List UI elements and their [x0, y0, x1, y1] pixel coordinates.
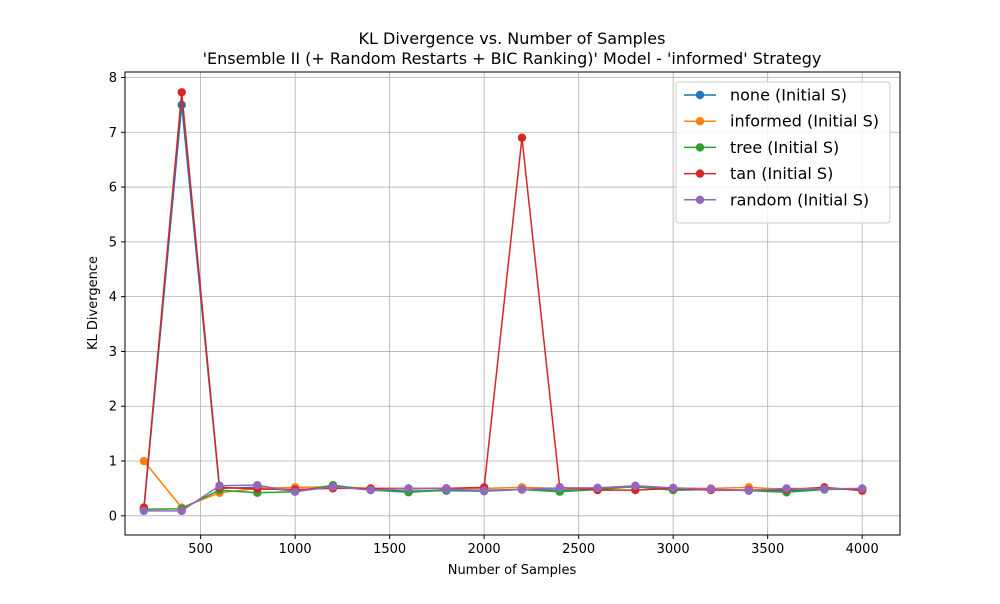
data-point [139, 506, 149, 516]
legend-marker [695, 117, 705, 126]
legend-entry-label: tan (Initial S) [730, 164, 833, 183]
data-point [668, 483, 678, 493]
y-tick-label: 6 [109, 181, 117, 196]
x-tick-label: 3000 [657, 542, 690, 557]
x-axis-label: Number of Samples [448, 563, 577, 578]
y-tick-label: 3 [109, 345, 117, 360]
legend-marker [695, 143, 705, 152]
data-point [404, 484, 413, 493]
x-tick-label: 3500 [751, 542, 784, 557]
data-point [593, 483, 602, 493]
data-point [328, 482, 338, 491]
legend-entry-label: random (Initial S) [730, 190, 869, 209]
legend-marker [695, 195, 705, 204]
data-point [177, 506, 186, 516]
x-tick-label: 1500 [373, 542, 406, 557]
legend-entry-label: none (Initial S) [730, 86, 847, 105]
legend-box [675, 81, 891, 224]
data-point [253, 480, 262, 490]
data-point [517, 485, 527, 494]
data-point [517, 133, 527, 142]
data-point [820, 484, 829, 494]
y-tick-label: 0 [109, 509, 117, 524]
data-point [215, 481, 224, 490]
legend-entry-label: tree (Initial S) [730, 138, 839, 157]
series-line [143, 460, 863, 509]
x-tick-label: 4000 [846, 542, 879, 557]
y-tick-label: 8 [109, 71, 117, 86]
data-point [177, 88, 186, 97]
y-tick-label: 1 [109, 455, 117, 470]
legend-marker [695, 169, 705, 178]
data-point [442, 484, 451, 494]
legend-marker [695, 90, 705, 100]
y-tick-label: 5 [109, 235, 117, 250]
plot-frame [124, 71, 901, 536]
legend-entry-label: informed (Initial S) [730, 112, 879, 131]
data-point [706, 484, 716, 494]
data-point [177, 100, 186, 110]
y-tick-label: 2 [109, 400, 117, 415]
x-tick-label: 2000 [468, 542, 501, 557]
data-point [782, 484, 791, 493]
data-point [479, 486, 489, 495]
data-point [290, 487, 300, 496]
series-group [139, 480, 867, 516]
series-line [143, 484, 863, 512]
data-point [366, 485, 375, 495]
tick-marks-and-labels: 500 1000 1500 2000 2500 3000 3500 4000 0 1 2 3 4 5 6 7 8 [109, 71, 879, 557]
y-tick-label: 7 [109, 126, 117, 141]
data-point [744, 486, 753, 495]
data-point [857, 484, 867, 493]
data-point [139, 456, 149, 466]
x-tick-label: 500 [188, 542, 213, 557]
chart-title: KL Divergence vs. Number of Samples [359, 29, 666, 48]
y-tick-label: 4 [109, 290, 117, 305]
chart-subtitle: 'Ensemble II (+ Random Restarts + BIC Ra… [203, 49, 822, 68]
y-axis-label: KL Divergence [86, 256, 101, 350]
axes [124, 71, 901, 536]
data-series [139, 88, 867, 516]
data-point [631, 481, 640, 490]
data-point [555, 483, 564, 493]
x-tick-label: 1000 [279, 542, 312, 557]
legend: none (Initial S) informed (Initial S) tree… [675, 81, 891, 224]
x-tick-label: 2500 [562, 542, 595, 557]
